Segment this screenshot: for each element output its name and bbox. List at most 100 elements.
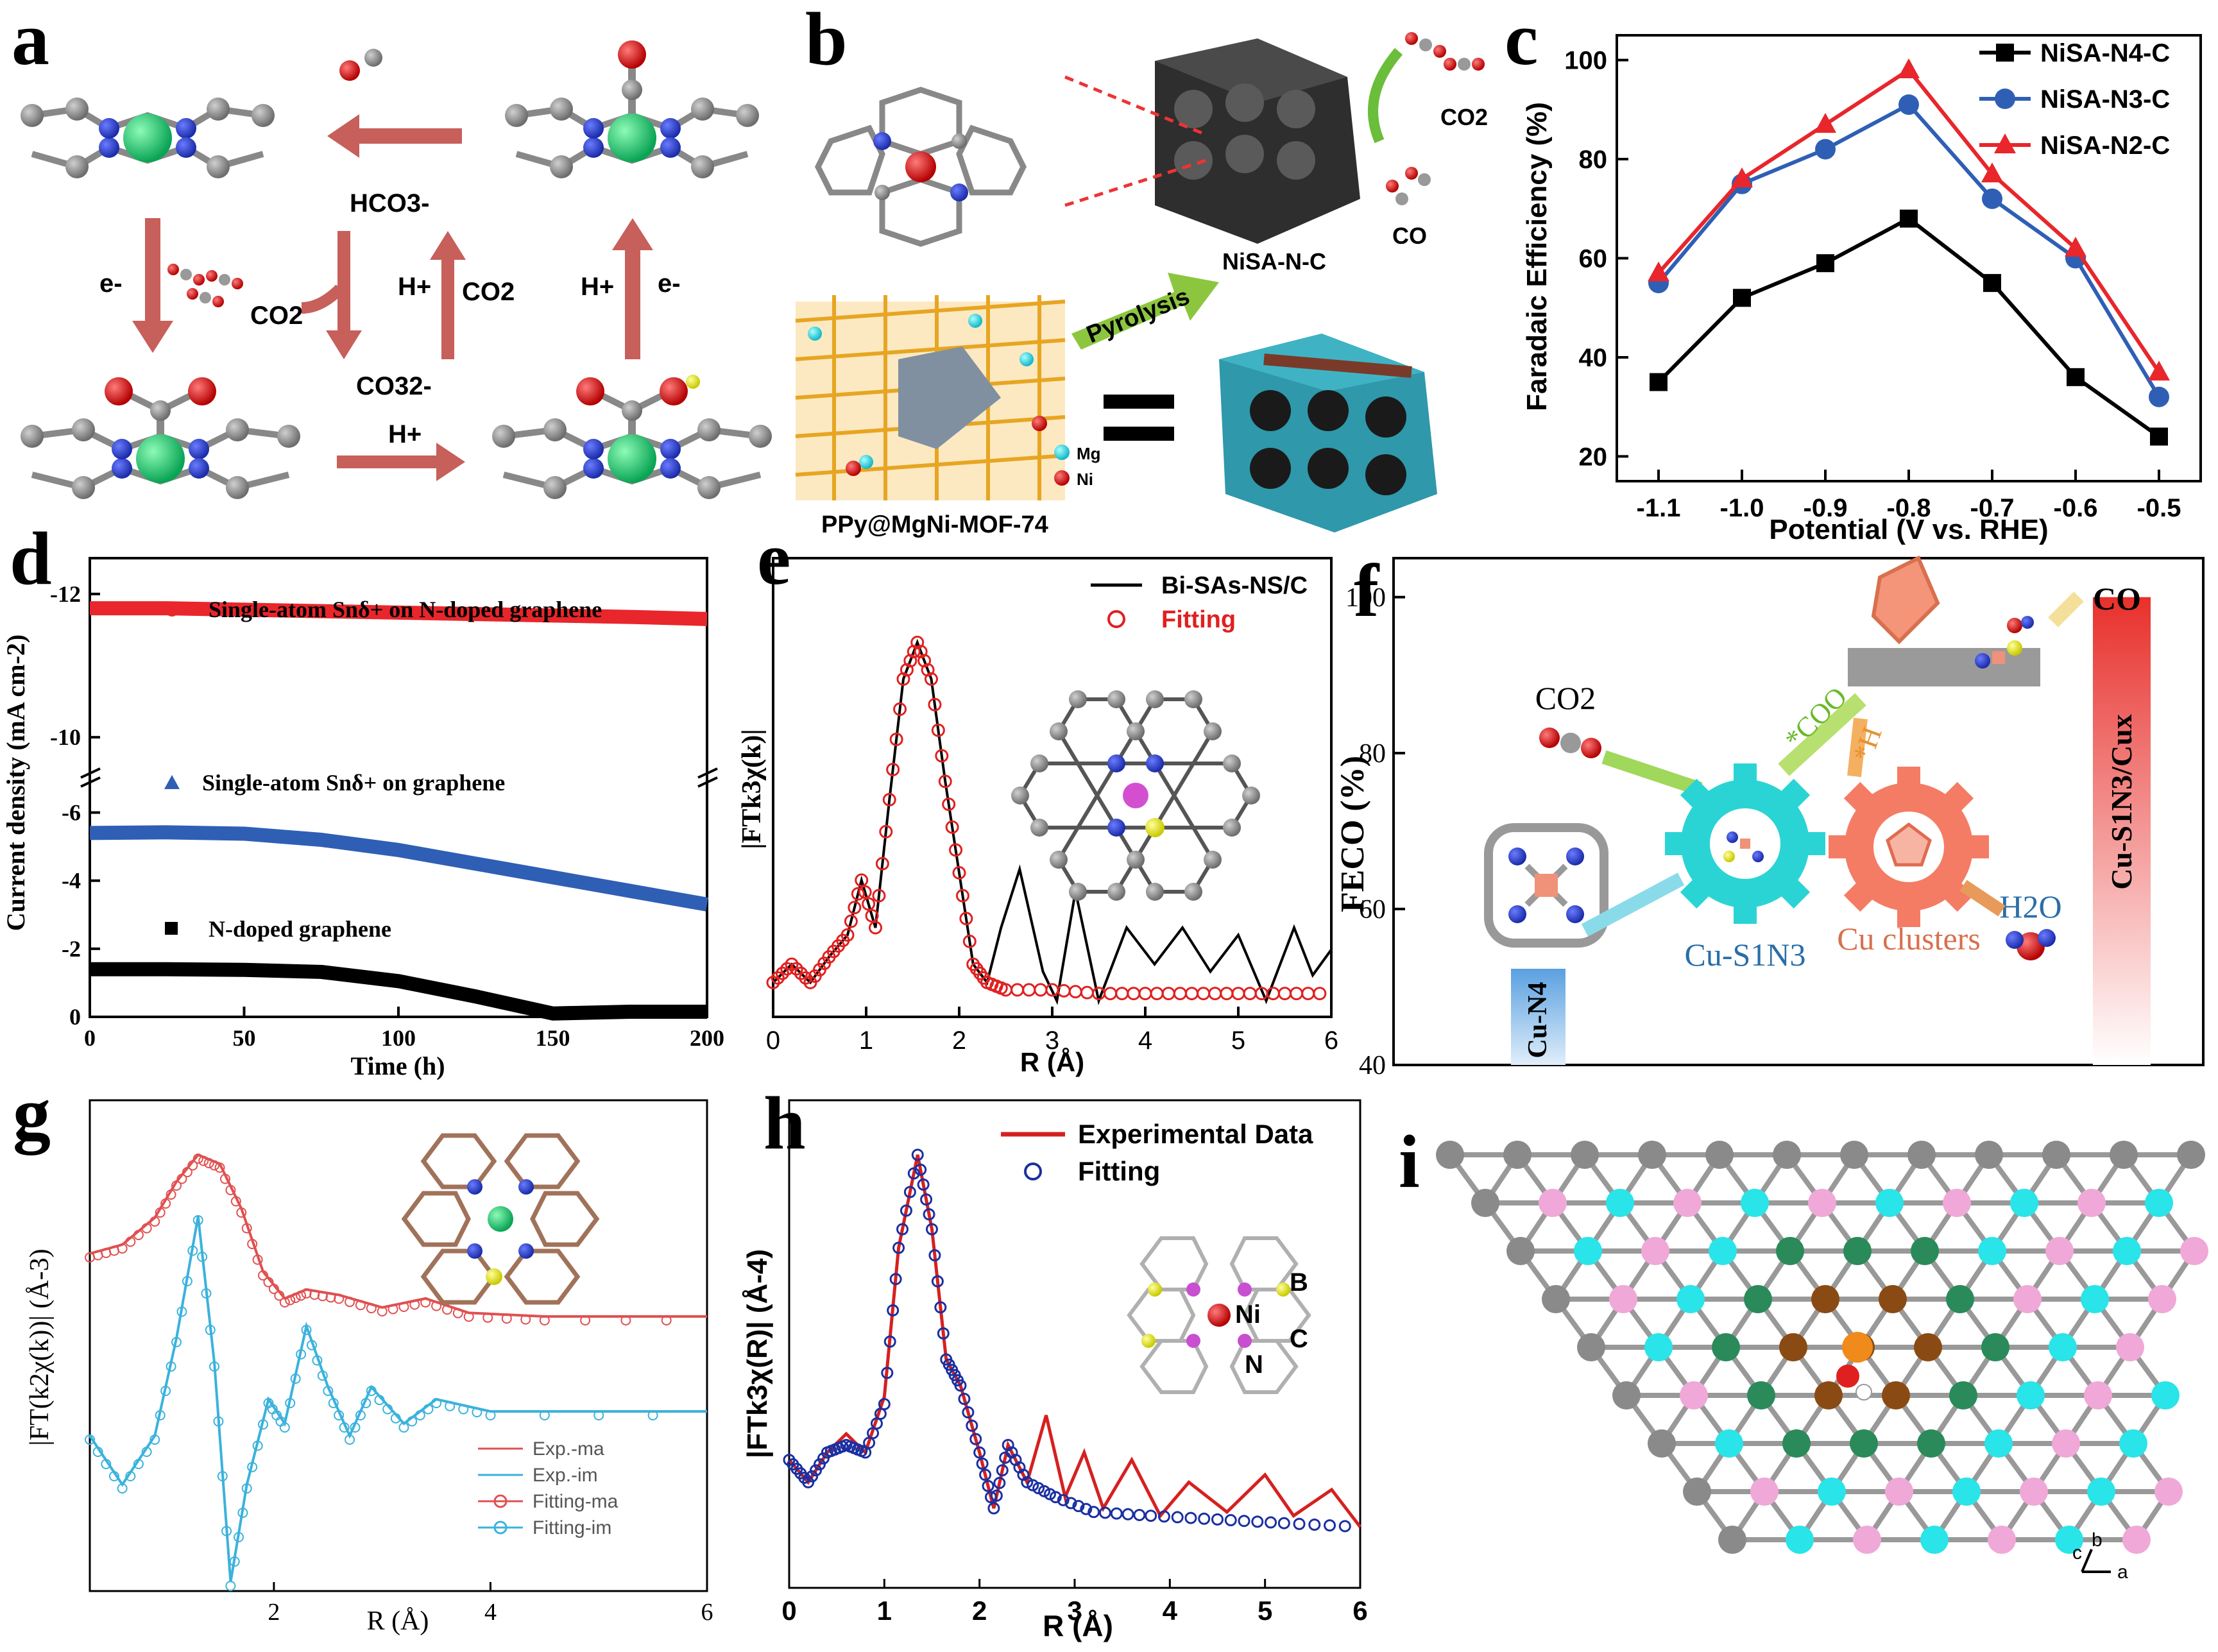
- y-tick-label-d: -6: [62, 800, 81, 826]
- fit-point-g-im: [431, 1398, 442, 1408]
- lattice-atom: [1914, 1333, 1942, 1361]
- lattice-atom: [2052, 1429, 2080, 1458]
- equals-top: [1104, 395, 1174, 409]
- fit-point-g-im: [339, 1422, 350, 1433]
- fit-point-h: [1198, 1512, 1211, 1525]
- lattice-atom: [2049, 1333, 2077, 1361]
- lattice-atom: [2113, 1237, 2141, 1265]
- x-axis-label-d: Time (h): [350, 1052, 445, 1080]
- ticks-e: 0 1 2 3 4 5 6: [766, 1007, 1338, 1055]
- fit-point-g-ma: [580, 1315, 591, 1325]
- fit-point-e: [1034, 983, 1048, 997]
- fit-point-h: [889, 1273, 902, 1286]
- fit-point-e: [1138, 987, 1152, 1001]
- legend-marker-g: [493, 1520, 508, 1535]
- fit-point-h: [996, 1464, 1009, 1477]
- porous-carbon-hexagon: [1064, 38, 1360, 244]
- fit-point-e: [1011, 983, 1025, 997]
- x-tick-label-h: 1: [877, 1596, 892, 1626]
- lattice-atom: [2119, 1429, 2147, 1458]
- legend-label-e-2: Fitting: [1161, 606, 1236, 633]
- lattice-atom: [2077, 1189, 2106, 1217]
- bi-sa-inset-structure: [1011, 690, 1260, 901]
- lattice-atom: [1673, 1189, 1702, 1217]
- fit-point-h: [984, 1491, 997, 1504]
- fit-point-e: [869, 921, 882, 935]
- fit-point-e: [928, 697, 942, 711]
- co2-icon: [1539, 728, 1601, 758]
- legend-mg: Mg: [1077, 444, 1101, 463]
- fit-point-h: [1049, 1491, 1062, 1504]
- legend-marker-d-3: [165, 922, 178, 935]
- fit-point-h: [917, 1178, 930, 1191]
- x-tick-label-e: 6: [1324, 1026, 1338, 1055]
- fit-point-g-im: [374, 1395, 385, 1406]
- y-ticks-c: 20 40 60 80 100: [1564, 47, 1628, 471]
- fit-point-g-ma: [182, 1167, 192, 1177]
- inset-label-b: B: [1290, 1268, 1308, 1297]
- fit-point-h: [928, 1249, 941, 1262]
- fit-point-g-im: [345, 1435, 355, 1445]
- fit-point-h: [1251, 1515, 1264, 1528]
- x-tick-label-c: -0.7: [1970, 494, 2015, 522]
- fit-point-g-ma: [334, 1293, 345, 1304]
- fit-point-g-ma: [409, 1299, 420, 1310]
- lattice-atom: [1811, 1285, 1839, 1313]
- fit-point-e: [865, 908, 879, 923]
- fit-point-g-ma: [141, 1223, 152, 1234]
- fit-point-g-im: [155, 1410, 166, 1420]
- co2-molecule-icon: [167, 49, 382, 307]
- y-axis-label-h: |FTk3χ(R)| (Å-4): [742, 1249, 774, 1458]
- lattice-atom: [1850, 1429, 1878, 1458]
- legend-label-g: Exp.-ma: [533, 1438, 604, 1460]
- fit-point-h: [1021, 1476, 1034, 1488]
- lattice-atom: [1715, 1429, 1743, 1458]
- fit-point-g-im: [141, 1447, 152, 1457]
- center-metal-atom: [1842, 1332, 1873, 1363]
- lattice-atom: [1786, 1526, 1814, 1554]
- fit-point-g-im: [125, 1471, 136, 1481]
- lattice-atom: [1574, 1237, 1602, 1265]
- lattice-atom: [2020, 1477, 2048, 1506]
- legend-label-c: NiSA-N3-C: [2040, 85, 2170, 114]
- fit-point-h: [1265, 1516, 1277, 1529]
- series-line-g-exp-im: [89, 1216, 707, 1583]
- fit-point-g-im: [382, 1404, 393, 1415]
- x-ticks-c: -1.1 -1.0 -0.9 -0.8 -0.7 -0.6 -0.5: [1637, 470, 2181, 522]
- plot-frame-f: [1392, 557, 2205, 1066]
- fit-point-h: [1080, 1503, 1093, 1515]
- lattice-atom: [1638, 1141, 1666, 1169]
- x-tick-label-d: 100: [381, 1025, 416, 1051]
- fit-point-h: [1057, 1494, 1070, 1506]
- lattice-atom: [1718, 1526, 1746, 1554]
- fit-point-h: [896, 1223, 909, 1236]
- fit-point-e: [1243, 987, 1257, 1001]
- fit-point-g-im: [258, 1419, 269, 1430]
- fit-point-h: [1133, 1508, 1146, 1521]
- fit-point-g-ma: [192, 1154, 203, 1164]
- arrow-coo: [1778, 693, 1866, 776]
- data-point-square: [1816, 254, 1834, 273]
- fit-point-g-im: [539, 1410, 550, 1420]
- panel-i: i c b a: [1399, 1120, 2208, 1583]
- fit-point-h: [903, 1186, 916, 1198]
- lattice-atom: [1773, 1141, 1801, 1169]
- y-tick-label-d: 0: [69, 1004, 81, 1030]
- x-tick-label-e: 1: [859, 1026, 873, 1055]
- lattice-atom: [1680, 1381, 1708, 1409]
- molecule-ni-co-topright: [505, 40, 759, 178]
- legend-label-c: NiSA-N4-C: [2040, 39, 2170, 67]
- fit-point-g-im: [187, 1245, 198, 1256]
- data-point-triangle: [1731, 167, 1753, 187]
- h2o-icon: [2006, 929, 2056, 960]
- fit-point-g-ma: [133, 1230, 144, 1240]
- panel-letter-f: f: [1354, 549, 1380, 633]
- fit-point-e: [780, 962, 794, 976]
- fit-point-h: [1098, 1506, 1111, 1519]
- fit-point-g-ma: [388, 1304, 398, 1315]
- label-cu-s1n3: Cu-S1N3: [1685, 937, 1806, 973]
- x-tick-label-h: 5: [1258, 1596, 1272, 1626]
- inset-label-c: C: [1290, 1325, 1308, 1353]
- lattice-atom: [1539, 1189, 1567, 1217]
